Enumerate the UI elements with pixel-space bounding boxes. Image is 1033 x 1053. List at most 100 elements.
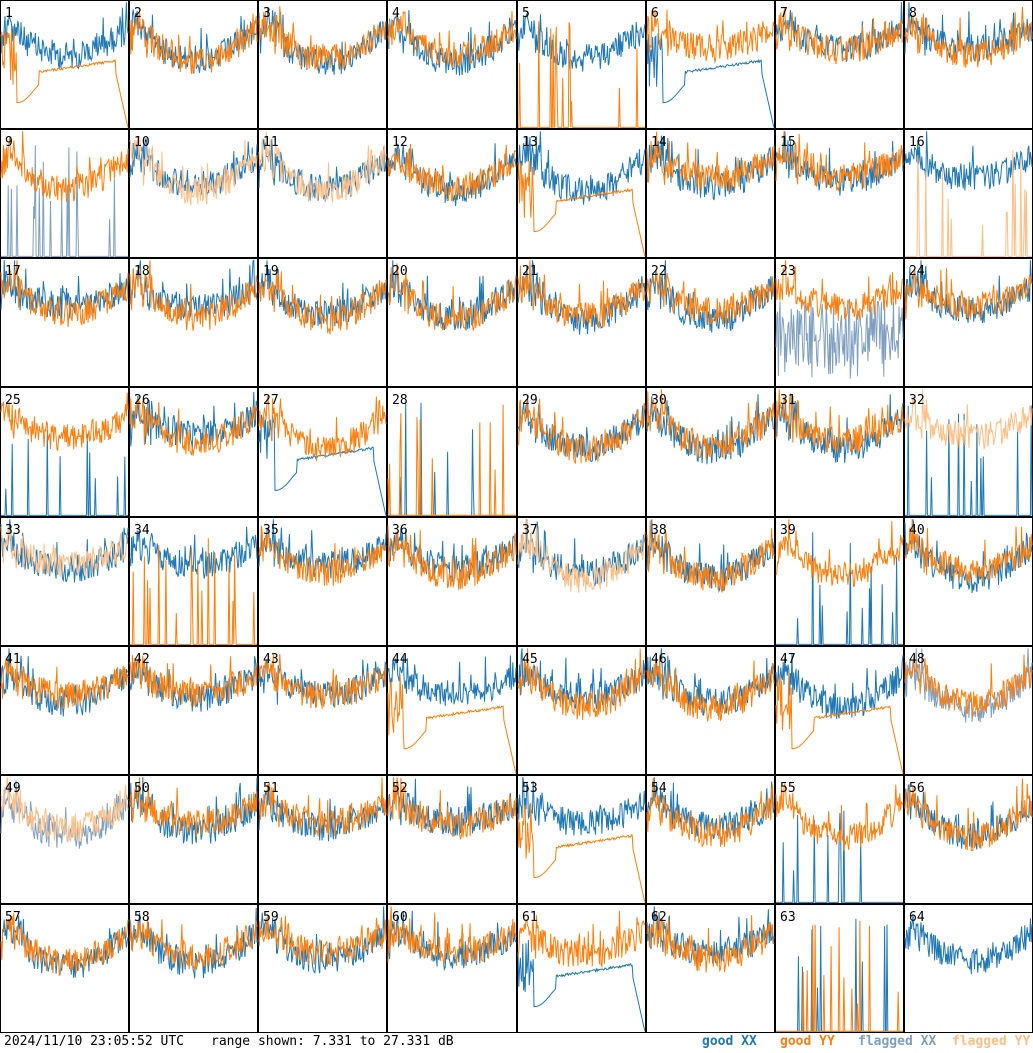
series-yy-line [517,648,646,721]
series-yy-line [775,519,904,587]
panel-61: 61 [517,904,646,1033]
panel-label: 8 [909,6,917,21]
series-xx-line [517,131,646,205]
series-yy-line [646,777,775,848]
panel-label: 20 [392,264,408,279]
series-yy-line [258,396,387,461]
series-yy-line [646,9,775,64]
panel-label: 26 [134,393,150,408]
panel-12: 12 [387,129,517,258]
panel-45: 45 [517,646,646,775]
series-yy-line [775,783,904,851]
series-yy-line [904,389,1033,450]
panel-4: 4 [387,0,517,129]
panel-label: 22 [651,264,667,279]
panel-42: 42 [129,646,258,775]
panel-frame [0,517,129,646]
panel-3: 3 [258,0,387,129]
panel-label: 46 [651,652,667,667]
series-yy-line [517,398,646,465]
series-yy-line [0,29,129,128]
series-yy-line [387,404,516,516]
panel-50: 50 [129,775,258,904]
panel-label: 37 [522,523,538,538]
panel-34: 34 [129,517,258,646]
panel-28: 28 [387,387,517,517]
panel-54: 54 [646,775,775,904]
legend-good-xx: good XX [702,1034,757,1049]
panel-63: 63 [775,904,904,1033]
panel-label: 34 [134,523,150,538]
panel-frame [517,775,646,904]
panel-frame [258,0,387,129]
panel-label: 5 [522,6,530,21]
panel-frame [904,775,1033,904]
panel-47: 47 [775,646,904,775]
panel-frame [646,775,775,904]
series-yy-line [646,911,775,973]
series-yy-line [904,6,1033,68]
series-yy-line [517,910,646,969]
series-yy-line [775,131,904,193]
panel-10: 10 [129,129,258,258]
panel-frame [258,258,387,387]
panel-17: 17 [0,258,129,387]
panel-label: 36 [392,523,408,538]
panel-label: 50 [134,781,150,796]
panel-label: 6 [651,6,659,21]
panel-frame [258,904,387,1033]
panel-38: 38 [646,517,775,646]
series-yy-line [775,8,904,64]
panel-label: 12 [392,135,408,150]
panel-label: 32 [909,393,925,408]
series-yy-line [387,674,517,774]
panel-53: 53 [517,775,646,904]
range-label: range shown: 7.331 to 27.331 dB [211,1034,454,1049]
panel-51: 51 [258,775,387,904]
panel-25: 25 [0,387,129,517]
series-yy-line [129,11,258,74]
panel-label: 51 [263,781,279,796]
series-xx-line [646,32,775,128]
series-yy-line [129,135,258,206]
panel-label: 9 [5,135,13,150]
panel-label: 48 [909,652,925,667]
panel-label: 62 [651,910,667,925]
series-yy-line [775,389,904,454]
series-yy-line [518,21,645,128]
panel-label: 56 [909,781,925,796]
series-yy-line [776,920,903,1032]
series-xx-line [776,810,903,903]
panel-27: 27 [258,387,387,517]
panel-2: 2 [129,0,258,129]
panel-label: 52 [392,781,408,796]
series-xx-line [776,532,903,645]
panel-label: 64 [909,910,925,925]
panel-label: 57 [5,910,21,925]
panel-frame [387,258,517,387]
panel-44: 44 [387,646,517,775]
series-yy-line [0,913,129,976]
panel-24: 24 [904,258,1033,387]
panel-label: 25 [5,393,21,408]
series-xx-line [775,131,904,196]
series-yy-line [258,914,387,966]
panel-label: 31 [780,393,796,408]
panel-frame [517,904,646,1033]
panel-label: 49 [5,781,21,796]
series-yy-line [387,143,517,202]
legend-good-yy: good YY [780,1034,835,1049]
panel-59: 59 [258,904,387,1033]
series-yy-line [517,802,646,903]
panel-13: 13 [517,129,646,258]
panel-label: 13 [522,135,538,150]
panel-frame [517,258,646,387]
panel-label: 58 [134,910,150,925]
panel-16: 16 [904,129,1033,258]
panel-frame [129,0,258,129]
panel-label: 14 [651,135,667,150]
panel-label: 63 [780,910,796,925]
panel-37: 37 [517,517,646,646]
series-yy-line [646,131,775,192]
panel-label: 43 [263,652,279,667]
